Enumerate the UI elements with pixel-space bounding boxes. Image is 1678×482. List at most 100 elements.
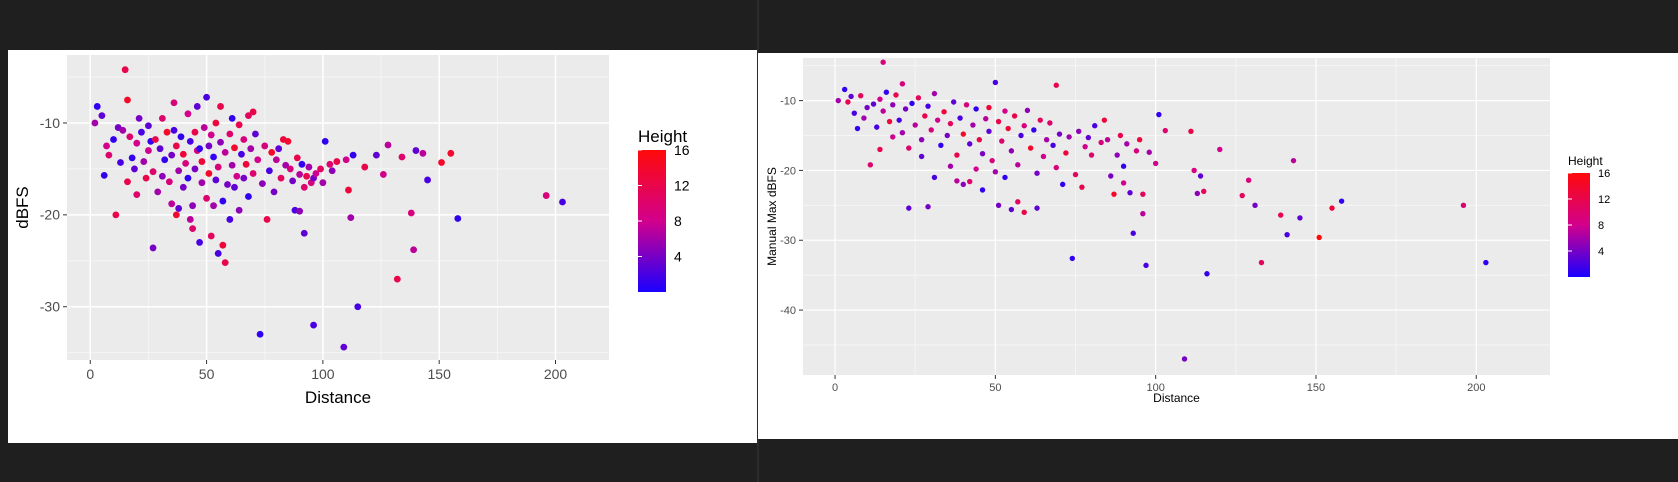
data-point [245,112,252,120]
data-point [864,104,870,111]
data-point [1015,199,1021,205]
y-tick-label: -20 [40,207,60,223]
data-point [293,154,301,162]
data-point [361,163,369,171]
data-point [1136,136,1143,143]
left-chart-panel: 0 50 100 150 200 -10 -20 -30 Distance dBFS Height 4… [8,50,758,443]
data-point [1056,131,1063,137]
legend-title: Height [638,127,687,146]
data-point [989,157,995,164]
data-point [1191,167,1197,174]
data-point [110,136,117,143]
x-axis-title: Distance [305,388,371,407]
legend-tick-label: 8 [674,213,682,229]
data-point [1140,211,1146,217]
data-point [979,150,986,157]
data-point [858,93,864,99]
data-point [172,211,180,219]
data-point [931,90,938,97]
data-point [1053,82,1059,88]
data-point [559,198,566,206]
data-point [186,216,194,223]
data-point [986,104,992,111]
data-point [1002,174,1008,181]
data-point [221,148,229,156]
left-scatter-chart: 0 50 100 150 200 -10 -20 -30 Distance dBFS Height 4… [13,55,690,407]
data-point [219,241,227,249]
data-point [867,162,874,168]
data-point [1124,141,1130,147]
data-point [870,101,877,107]
legend-tick-label: 16 [1598,168,1610,180]
data-point [1204,271,1210,277]
data-point [1050,142,1056,148]
data-point [877,146,883,153]
data-point [1011,113,1018,119]
data-point [925,103,931,109]
data-point [419,149,427,157]
data-point [342,156,350,164]
data-point [909,100,915,107]
data-point [263,216,271,223]
data-point [1092,123,1098,129]
data-point [893,92,899,98]
data-point [252,130,259,138]
data-point [1104,136,1111,143]
data-point [410,246,418,254]
data-point [1053,164,1059,171]
data-point [128,154,136,162]
legend-tick-label: 12 [1598,194,1610,206]
legend-tick-label: 12 [674,177,690,193]
data-point [228,114,236,122]
data-point [238,150,245,158]
data-point [841,86,848,93]
data-point [931,174,938,181]
x-tick-label: 100 [1146,382,1164,394]
data-point [249,108,257,116]
data-point [300,229,308,237]
data-point [196,145,203,153]
data-point [1114,152,1120,158]
data-point [1252,202,1258,209]
data-point [1483,259,1489,266]
data-point [976,136,983,143]
y-tick-label: -30 [40,299,60,315]
x-axis-title: Distance [1153,391,1200,405]
data-point [179,150,187,158]
plot-background [67,55,609,360]
data-point [1069,255,1076,262]
legend-tick-label: 16 [674,142,690,158]
data-point [1027,145,1034,151]
x-tick-label: 50 [989,382,1001,394]
data-point [312,170,320,177]
data-point [447,149,455,157]
data-point [1133,148,1140,154]
data-point [191,165,199,173]
data-point [906,205,912,211]
data-point [1043,136,1050,143]
data-point [1079,184,1085,190]
data-point [189,202,197,210]
data-point [1460,202,1467,209]
data-point [182,160,190,167]
data-point [1338,198,1345,204]
data-point [124,96,131,104]
data-point [265,167,273,175]
data-point [261,142,269,150]
data-point [999,138,1005,144]
data-point [165,178,173,186]
data-point [161,156,169,164]
x-tick-label: 100 [311,366,335,382]
data-point [1201,188,1207,195]
data-point [184,110,192,118]
data-point [233,172,241,180]
data-point [179,183,187,191]
data-point [249,170,257,177]
data-point [205,170,213,177]
data-point [149,244,157,252]
data-point [138,128,145,136]
data-point [835,97,841,104]
data-point [272,156,280,164]
data-point [1059,181,1066,188]
data-point [286,165,294,173]
